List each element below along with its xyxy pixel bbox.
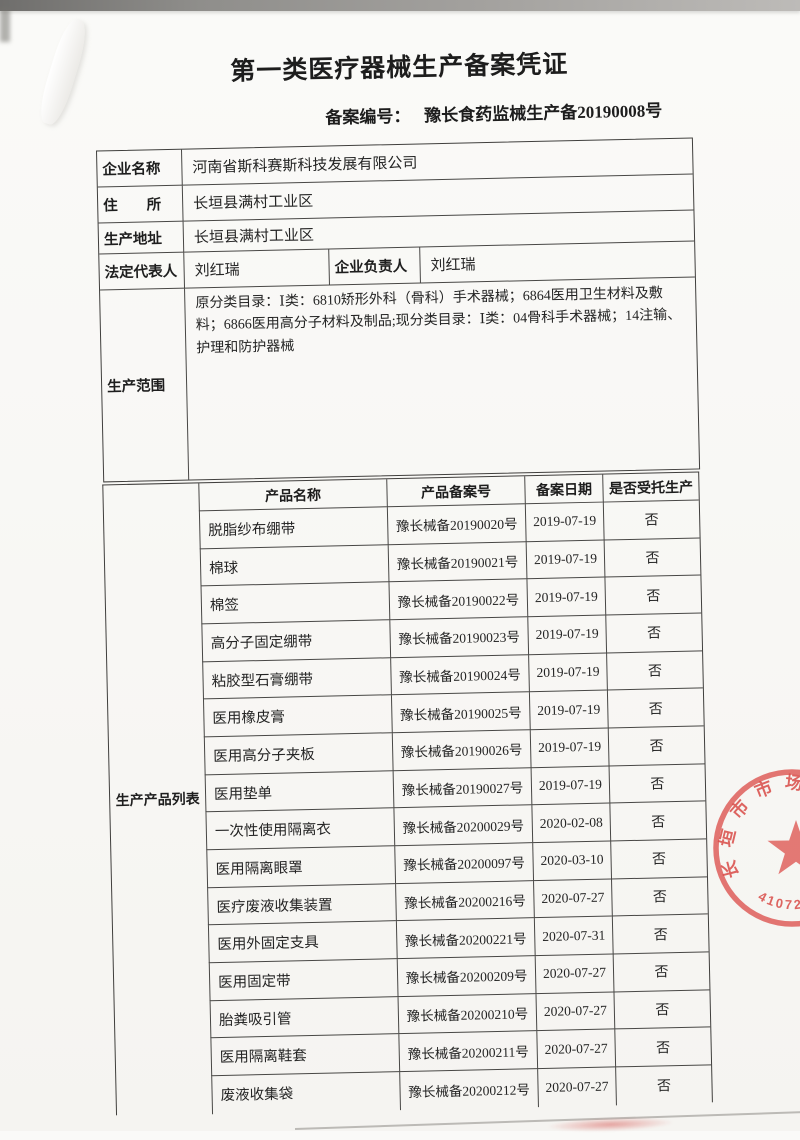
column-header-filing-no: 产品备案号 [386,476,525,507]
product-name-cell: 医用橡皮膏 [203,696,392,738]
production-address-label: 生产地址 [99,222,185,255]
filing-date-cell: 2019-07-19 [527,616,606,655]
filing-number-value: 豫长食药监械生产备20190008号 [424,101,662,125]
filing-date-cell: 2019-07-19 [525,503,604,542]
enterprise-manager-value: 刘红瑞 [420,242,695,284]
entrusted-production-cell: 否 [609,764,706,804]
product-name-cell: 棉球 [200,545,389,587]
column-header-filing-date: 备案日期 [524,475,603,505]
product-filing-no-cell: 豫长械备20200209号 [397,956,536,997]
product-name-cell: 废液收集袋 [211,1072,400,1114]
entrusted-production-cell: 否 [604,538,701,578]
product-filing-no-cell: 豫长械备20190027号 [393,768,532,809]
filing-date-cell: 2020-07-27 [536,1030,615,1069]
product-name-cell: 医用垫单 [205,771,394,813]
production-scope-label: 生产范围 [100,289,189,482]
company-name-label: 企业名称 [97,150,183,188]
filing-date-cell: 2020-07-27 [537,1068,616,1107]
legal-representative-label: 法定代表人 [99,253,185,291]
product-name-cell: 医疗废液收集装置 [207,884,396,926]
filing-number-line: 备案编号： 豫长食药监械生产备20190008号 [325,96,662,128]
product-name-cell: 医用隔离眼罩 [206,846,395,888]
filing-date-cell: 2019-07-19 [526,578,605,617]
product-filing-no-cell: 豫长械备20190021号 [388,542,527,583]
filing-date-cell: 2019-07-19 [526,540,605,579]
product-filing-no-cell: 豫长械备20190026号 [392,730,531,771]
entrusted-production-cell: 否 [604,576,701,616]
products-table: 生产产品列表 产品名称 产品备案号 备案日期 是否受托生产 脱脂纱布绷带豫长械备… [102,471,713,1115]
product-name-cell: 医用外固定支具 [208,922,397,964]
entrusted-production-cell: 否 [607,689,704,729]
entrusted-production-cell: 否 [612,915,709,955]
entrusted-production-cell: 否 [610,839,707,879]
product-filing-no-cell: 豫长械备20190023号 [389,617,528,658]
entrusted-production-cell: 否 [613,952,710,992]
product-filing-no-cell: 豫长械备20190022号 [388,580,527,621]
entrusted-production-cell: 否 [613,990,710,1030]
entrusted-production-cell: 否 [606,651,703,691]
residence-label: 住 所 [98,186,184,224]
filing-date-cell: 2020-07-27 [533,879,612,918]
product-name-cell: 胎粪吸引管 [210,997,399,1039]
filing-date-cell: 2019-07-19 [530,729,609,768]
filing-date-cell: 2020-07-31 [534,917,613,956]
entrusted-production-cell: 否 [605,613,702,653]
product-name-cell: 棉签 [201,583,390,625]
entrusted-production-cell: 否 [609,802,706,842]
product-filing-no-cell: 豫长械备20200211号 [398,1032,537,1073]
enterprise-manager-label: 企业负责人 [329,247,421,285]
product-name-cell: 医用固定带 [209,959,398,1001]
product-filing-no-cell: 豫长械备20200210号 [398,994,537,1035]
product-filing-no-cell: 豫长械备20200221号 [396,919,535,960]
filing-date-cell: 2019-07-19 [528,653,607,692]
products-section-label: 生产产品列表 [103,483,212,1116]
product-filing-no-cell: 豫长械备20190024号 [390,655,529,696]
production-scope-value: 原分类目录：Ⅰ类：6810矫形外科（骨科）手术器械；6864医用卫生材料及敷料；… [185,277,699,479]
entrusted-production-cell: 否 [615,1065,712,1105]
column-header-product-name: 产品名称 [198,479,387,511]
legal-representative-value: 刘红瑞 [184,249,330,288]
product-name-cell: 粘胶型石膏绷带 [202,658,391,700]
entrusted-production-cell: 否 [614,1028,711,1068]
entrusted-production-cell: 否 [611,877,708,917]
filing-date-cell: 2019-07-19 [531,766,610,805]
product-name-cell: 医用隔离鞋套 [210,1035,399,1077]
entrusted-production-cell: 否 [608,726,705,766]
filing-date-cell: 2020-07-27 [535,992,614,1031]
product-name-cell: 高分子固定绷带 [201,620,390,662]
column-header-entrusted: 是否受托生产 [602,472,699,502]
product-filing-no-cell: 豫长械备20190020号 [387,504,526,545]
product-filing-no-cell: 豫长械备20200216号 [395,881,534,922]
filing-date-cell: 2020-03-10 [532,842,611,881]
product-filing-no-cell: 豫长械备20200212号 [399,1069,538,1110]
company-info-table: 企业名称 河南省斯科赛斯科技发展有限公司 住 所 长垣县满村工业区 生产地址 长… [96,138,700,483]
page-title: 第一类医疗器械生产备案凭证 [0,39,800,92]
filing-date-cell: 2020-02-08 [531,804,610,843]
filing-number-label: 备案编号： [325,107,410,128]
filing-date-cell: 2019-07-19 [529,691,608,730]
product-name-cell: 医用高分子夹板 [204,733,393,775]
product-name-cell: 脱脂纱布绷带 [199,507,388,549]
product-filing-no-cell: 豫长械备20200029号 [393,806,532,847]
product-filing-no-cell: 豫长械备20200097号 [394,843,533,884]
entrusted-production-cell: 否 [603,500,700,540]
filing-date-cell: 2020-07-27 [535,955,614,994]
product-filing-no-cell: 豫长械备20190025号 [391,693,530,734]
product-name-cell: 一次性使用隔离衣 [205,809,394,851]
